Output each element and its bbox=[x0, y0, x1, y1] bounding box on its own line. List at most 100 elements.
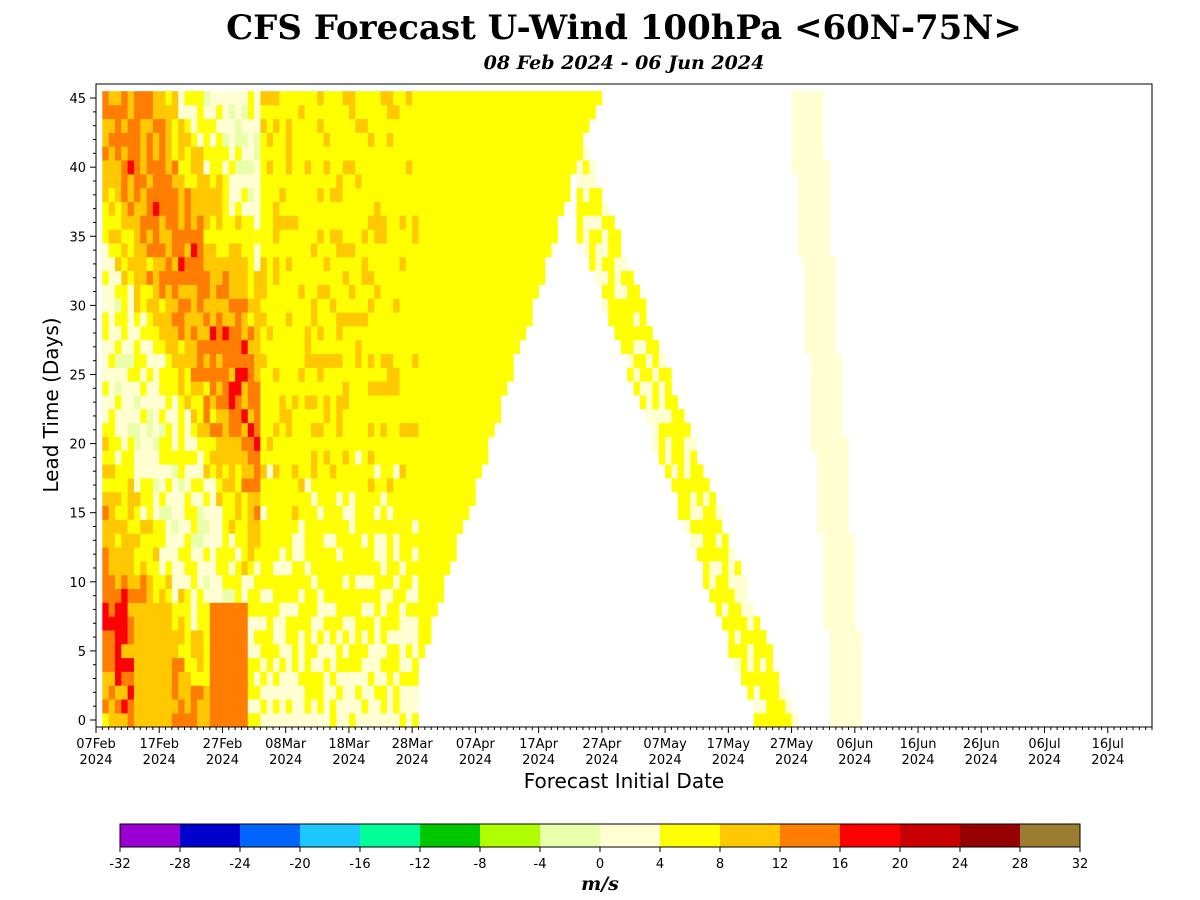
heatmap-cell bbox=[816, 187, 824, 203]
heatmap-cell bbox=[703, 547, 710, 562]
heatmap-cell bbox=[216, 643, 223, 659]
heatmap-cell bbox=[405, 643, 413, 659]
heatmap-cell bbox=[538, 146, 546, 161]
heatmap-cell bbox=[785, 699, 792, 714]
heatmap-cell bbox=[374, 657, 381, 672]
heatmap-cell bbox=[355, 298, 362, 313]
heatmap-cell bbox=[133, 326, 141, 341]
heatmap-cell bbox=[374, 146, 381, 161]
heatmap-cell bbox=[797, 160, 805, 175]
heatmap-cell bbox=[121, 547, 128, 562]
heatmap-cell bbox=[431, 270, 438, 285]
heatmap-cell bbox=[608, 229, 615, 244]
heatmap-cell bbox=[304, 657, 312, 672]
heatmap-cell bbox=[102, 685, 109, 700]
heatmap-cell bbox=[424, 616, 432, 631]
heatmap-cell bbox=[431, 118, 438, 133]
heatmap-cell bbox=[469, 243, 476, 258]
heatmap-cell bbox=[121, 643, 128, 659]
heatmap-cell bbox=[481, 187, 489, 203]
heatmap-cell bbox=[424, 533, 432, 548]
heatmap-cell bbox=[652, 381, 660, 396]
heatmap-cell bbox=[184, 395, 192, 410]
heatmap-cell bbox=[279, 312, 287, 327]
heatmap-cell bbox=[424, 104, 432, 120]
heatmap-cell bbox=[355, 381, 362, 396]
heatmap-cell bbox=[266, 616, 274, 631]
heatmap-cell bbox=[443, 284, 451, 299]
heatmap-cell bbox=[273, 519, 280, 534]
heatmap-cell bbox=[178, 201, 185, 216]
heatmap-cell bbox=[424, 326, 432, 341]
heatmap-cell bbox=[437, 160, 445, 175]
heatmap-cell bbox=[380, 685, 388, 700]
heatmap-cell bbox=[159, 671, 166, 686]
heatmap-cell bbox=[488, 215, 495, 230]
heatmap-cell bbox=[405, 215, 413, 230]
heatmap-cell bbox=[197, 713, 204, 728]
heatmap-cell bbox=[342, 450, 350, 465]
heatmap-cell bbox=[159, 104, 166, 120]
heatmap-cell bbox=[646, 395, 653, 410]
heatmap-cell bbox=[298, 505, 305, 520]
heatmap-cell bbox=[310, 409, 318, 424]
heatmap-cell bbox=[740, 671, 748, 686]
heatmap-cell bbox=[386, 312, 394, 327]
heatmap-cell bbox=[241, 312, 249, 327]
heatmap-cell bbox=[329, 685, 337, 700]
heatmap-cell bbox=[488, 132, 495, 147]
heatmap-cell bbox=[329, 671, 337, 686]
heatmap-cell bbox=[829, 312, 837, 327]
heatmap-cell bbox=[304, 339, 312, 355]
heatmap-cell bbox=[152, 547, 160, 562]
heatmap-cell bbox=[367, 519, 375, 534]
heatmap-cell bbox=[576, 174, 584, 189]
heatmap-cell bbox=[462, 312, 470, 327]
heatmap-cell bbox=[810, 270, 818, 285]
heatmap-cell bbox=[133, 284, 141, 299]
heatmap-cell bbox=[361, 132, 369, 147]
heatmap-cell bbox=[456, 450, 464, 465]
heatmap-cell bbox=[361, 201, 369, 216]
heatmap-cell bbox=[152, 298, 160, 313]
heatmap-cell bbox=[684, 505, 691, 520]
heatmap-cell bbox=[380, 422, 388, 437]
heatmap-cell bbox=[488, 409, 495, 424]
heatmap-cell bbox=[715, 602, 723, 617]
heatmap-cell bbox=[797, 243, 805, 258]
heatmap-cell bbox=[304, 160, 312, 175]
heatmap-cell bbox=[292, 353, 299, 368]
heatmap-cell bbox=[247, 243, 255, 258]
heatmap-cell bbox=[437, 326, 445, 341]
heatmap-cell bbox=[247, 561, 255, 576]
heatmap-cell bbox=[152, 436, 160, 451]
heatmap-cell bbox=[816, 395, 824, 410]
heatmap-cell bbox=[108, 284, 116, 299]
heatmap-cell bbox=[329, 229, 337, 244]
heatmap-cell bbox=[393, 104, 400, 120]
heatmap-cell bbox=[728, 602, 735, 617]
heatmap-cell bbox=[108, 395, 116, 410]
heatmap-cell bbox=[209, 91, 217, 106]
heatmap-cell bbox=[203, 132, 211, 147]
heatmap-cell bbox=[469, 339, 476, 355]
heatmap-cell bbox=[102, 478, 109, 493]
heatmap-cell bbox=[418, 491, 426, 507]
heatmap-cell bbox=[298, 657, 305, 672]
heatmap-cell bbox=[292, 367, 299, 382]
heatmap-cell bbox=[165, 699, 173, 714]
heatmap-cell bbox=[298, 243, 305, 258]
heatmap-cell bbox=[665, 450, 672, 465]
heatmap-cell bbox=[178, 367, 185, 382]
heatmap-cell bbox=[437, 422, 445, 437]
heatmap-cell bbox=[190, 284, 198, 299]
heatmap-cell bbox=[266, 657, 274, 672]
heatmap-cell bbox=[197, 395, 204, 410]
heatmap-cell bbox=[260, 201, 268, 216]
heatmap-cell bbox=[424, 118, 432, 133]
heatmap-cell bbox=[146, 574, 154, 590]
heatmap-cell bbox=[513, 160, 520, 175]
heatmap-cell bbox=[494, 298, 501, 313]
heatmap-cell bbox=[601, 270, 609, 285]
heatmap-cell bbox=[804, 339, 811, 355]
